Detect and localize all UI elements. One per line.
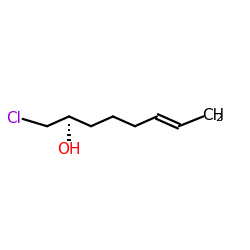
- Text: 2: 2: [215, 114, 222, 124]
- Text: CH: CH: [202, 108, 224, 123]
- Text: Cl: Cl: [6, 112, 22, 126]
- Text: OH: OH: [57, 142, 81, 157]
